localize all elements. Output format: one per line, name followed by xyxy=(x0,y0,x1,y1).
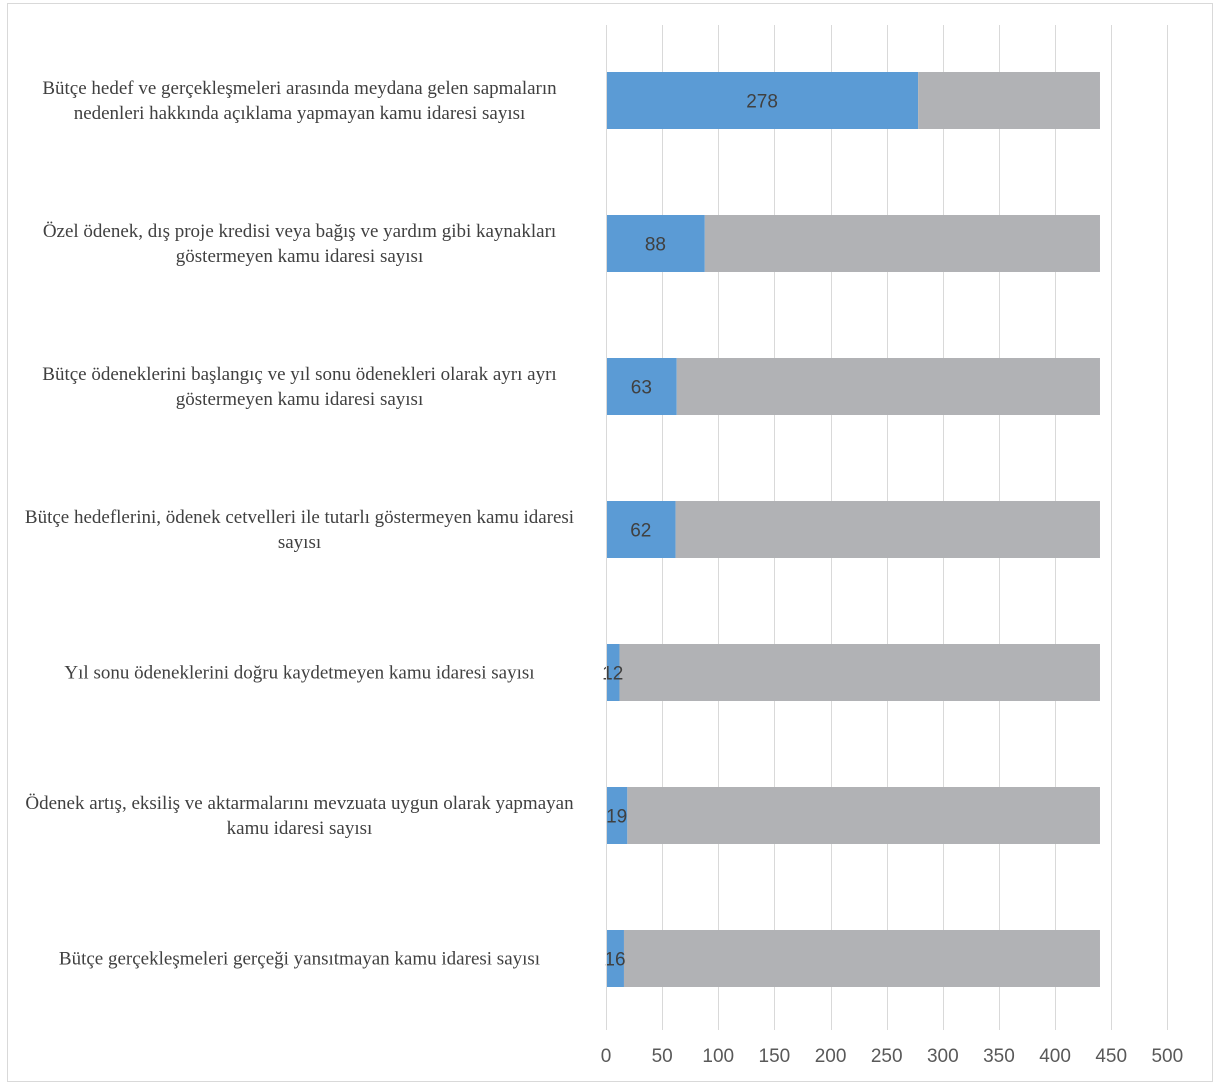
bar-primary xyxy=(606,215,705,272)
category-label: Bütçe gerçekleşmeleri gerçeği yansıtmaya… xyxy=(58,948,541,969)
bar-primary xyxy=(606,787,628,844)
category-label: Ödenek artış, eksiliş ve aktarmalarını m… xyxy=(25,792,574,839)
data-label: 88 xyxy=(645,235,666,256)
bar-primary xyxy=(606,501,676,558)
bar-remainder xyxy=(675,501,1100,558)
category-label: Bütçe ödeneklerini başlangıç ve yıl sonu… xyxy=(42,363,557,410)
x-tick-label: 350 xyxy=(983,1046,1015,1067)
data-label: 278 xyxy=(746,92,778,113)
x-tick-label: 400 xyxy=(1039,1046,1071,1067)
x-tick-label: 100 xyxy=(702,1046,734,1067)
bar-primary xyxy=(606,930,624,987)
data-label: 63 xyxy=(631,378,652,399)
bar-primary xyxy=(606,644,620,701)
x-tick-label: 150 xyxy=(759,1046,791,1067)
data-label: 12 xyxy=(602,664,623,685)
x-tick-label: 300 xyxy=(927,1046,959,1067)
bar-primary xyxy=(606,72,919,129)
category-label: Özel ödenek, dış proje kredisi veya bağı… xyxy=(42,220,557,267)
bar-remainder xyxy=(918,72,1100,129)
bar-remainder xyxy=(627,787,1100,844)
x-tick-label: 250 xyxy=(871,1046,903,1067)
category-label: Yıl sonu ödeneklerini doğru kaydetmeyen … xyxy=(64,662,535,683)
x-tick-label: 200 xyxy=(815,1046,847,1067)
data-label: 16 xyxy=(604,950,625,971)
bar-remainder xyxy=(619,644,1100,701)
bar-remainder xyxy=(704,215,1100,272)
x-tick-label: 50 xyxy=(652,1046,673,1067)
x-tick-label: 450 xyxy=(1095,1046,1127,1067)
bar-primary xyxy=(606,358,677,415)
data-label: 62 xyxy=(630,521,651,542)
category-label: Bütçe hedeflerini, ödenek cetvelleri ile… xyxy=(24,506,575,553)
x-tick-label: 500 xyxy=(1151,1046,1183,1067)
x-tick-label: 0 xyxy=(601,1046,612,1067)
data-label: 19 xyxy=(606,807,627,828)
bar-remainder xyxy=(623,930,1100,987)
category-label: Bütçe hedef ve gerçekleşmeleri arasında … xyxy=(42,77,557,124)
bar-remainder xyxy=(676,358,1100,415)
